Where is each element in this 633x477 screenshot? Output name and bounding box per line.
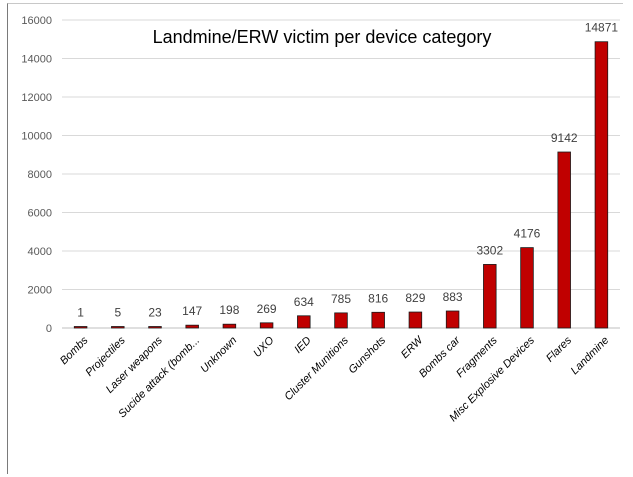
- x-tick-label: Unknown: [198, 334, 239, 375]
- bar: [334, 312, 348, 329]
- y-axis: 0 2000 4000 6000 8000 10000 12000 14000 16000: [21, 15, 52, 335]
- data-label: 269: [257, 302, 277, 316]
- x-tick-label: UXO: [251, 334, 277, 360]
- x-tick-label: Flares: [544, 334, 574, 364]
- y-tick-label: 4000: [28, 246, 52, 258]
- y-tick-label: 8000: [28, 169, 52, 181]
- x-tick-label: Cluster Munitions: [282, 334, 351, 403]
- bar: [483, 264, 497, 329]
- data-label: 147: [182, 304, 202, 318]
- bar: [557, 151, 571, 329]
- x-tick-label: ERW: [399, 333, 427, 361]
- data-label: 9142: [551, 131, 578, 145]
- data-label: 5: [114, 306, 121, 320]
- data-label: 883: [443, 290, 463, 304]
- bar: [520, 247, 534, 329]
- x-tick-label: Bombs: [58, 334, 91, 367]
- y-tick-label: 16000: [21, 15, 52, 27]
- bar: [259, 322, 274, 329]
- data-label: 829: [405, 291, 425, 305]
- data-label: 198: [219, 303, 239, 317]
- data-labels: 1 5 23 147 198 269 634 785 816 829 883 3302 4176 9142…: [77, 21, 618, 320]
- y-tick-label: 2000: [28, 285, 52, 297]
- bar: [371, 311, 385, 329]
- x-tick-label: Gunshots: [346, 334, 388, 376]
- y-tick-label: 12000: [21, 92, 52, 104]
- data-label: 816: [368, 291, 388, 305]
- x-tick-label: Landmine: [569, 334, 612, 377]
- y-tick-label: 10000: [21, 131, 52, 143]
- data-label: 1: [77, 306, 84, 320]
- data-label: 634: [294, 295, 314, 309]
- data-label: 3302: [476, 243, 503, 257]
- bar: [445, 310, 460, 329]
- data-label: 23: [148, 306, 162, 320]
- bar: [111, 326, 125, 329]
- data-label: 4176: [514, 227, 541, 241]
- data-label: 785: [331, 292, 351, 306]
- y-tick-label: 14000: [21, 54, 52, 66]
- bar: [594, 41, 609, 329]
- chart-frame: [7, 3, 623, 474]
- gridlines: [62, 19, 620, 290]
- y-tick-label: 6000: [28, 208, 52, 220]
- bar: [408, 311, 423, 329]
- chart-title: Landmine/ERW victim per device category: [153, 27, 492, 47]
- data-label: 14871: [585, 21, 619, 35]
- x-tick-label: IED: [292, 334, 313, 355]
- bar: [222, 323, 237, 329]
- bars: [73, 41, 609, 329]
- bar: [297, 315, 311, 329]
- y-tick-label: 0: [46, 323, 52, 335]
- bar: [185, 324, 199, 329]
- bar: [148, 326, 162, 329]
- bar: [73, 326, 88, 329]
